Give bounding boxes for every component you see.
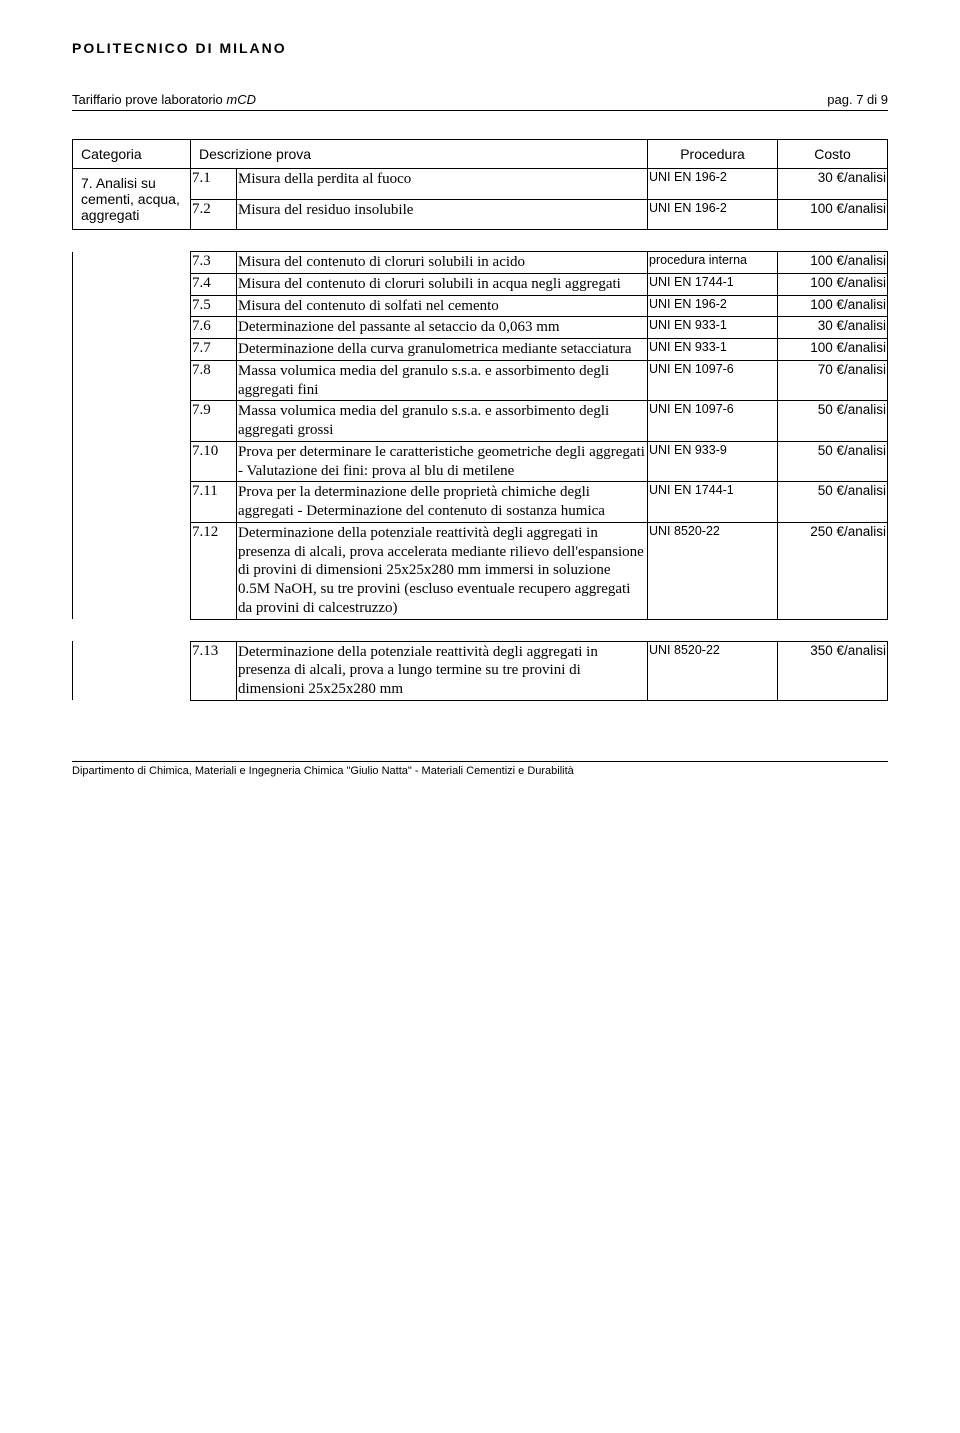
row-num: 7.13 (191, 641, 237, 700)
row-cost: 30 €/analisi (778, 169, 888, 200)
row-desc: Misura della perdita al fuoco (237, 169, 648, 200)
table-row: 7.7 Determinazione della curva granulome… (73, 339, 888, 361)
row-desc: Determinazione del passante al setaccio … (237, 317, 648, 339)
table-row: 7.10 Prova per determinare le caratteris… (73, 441, 888, 482)
row-desc: Misura del contenuto di cloruri solubili… (237, 273, 648, 295)
row-cost: 250 €/analisi (778, 522, 888, 619)
row-proc: UNI EN 196-2 (648, 295, 778, 317)
row-num: 7.1 (191, 169, 237, 200)
table-row: 7.2 Misura del residuo insolubile UNI EN… (73, 199, 888, 230)
table-row: 7.11 Prova per la determinazione delle p… (73, 482, 888, 523)
table-row: 7.5 Misura del contenuto di solfati nel … (73, 295, 888, 317)
table-row: 7.12 Determinazione della potenziale rea… (73, 522, 888, 619)
col-description: Descrizione prova (191, 140, 648, 169)
row-desc: Determinazione della potenziale reattivi… (237, 522, 648, 619)
row-num: 7.2 (191, 199, 237, 230)
row-num: 7.8 (191, 360, 237, 401)
row-proc: procedura interna (648, 252, 778, 274)
spacer-row (73, 230, 888, 252)
row-num: 7.9 (191, 401, 237, 442)
row-proc: UNI 8520-22 (648, 522, 778, 619)
row-cost: 30 €/analisi (778, 317, 888, 339)
row-desc: Massa volumica media del granulo s.s.a. … (237, 360, 648, 401)
row-cost: 100 €/analisi (778, 295, 888, 317)
row-cost: 350 €/analisi (778, 641, 888, 700)
row-proc: UNI EN 933-1 (648, 317, 778, 339)
row-num: 7.6 (191, 317, 237, 339)
row-cost: 100 €/analisi (778, 199, 888, 230)
page-header: Tariffario prove laboratorio mCD pag. 7 … (72, 92, 888, 111)
price-table: Categoria Descrizione prova Procedura Co… (72, 139, 888, 701)
row-desc: Prova per la determinazione delle propri… (237, 482, 648, 523)
row-cost: 50 €/analisi (778, 401, 888, 442)
row-num: 7.3 (191, 252, 237, 274)
row-proc: UNI EN 933-9 (648, 441, 778, 482)
category-cell: 7. Analisi su cementi, acqua, aggregati (73, 169, 191, 230)
category-cell-empty (73, 252, 191, 620)
row-cost: 100 €/analisi (778, 339, 888, 361)
spacer-row (73, 619, 888, 641)
col-cost: Costo (778, 140, 888, 169)
row-num: 7.11 (191, 482, 237, 523)
row-proc: UNI EN 196-2 (648, 199, 778, 230)
doc-title-prefix: Tariffario prove laboratorio (72, 92, 226, 107)
row-proc: UNI EN 1744-1 (648, 482, 778, 523)
row-proc: UNI EN 1097-6 (648, 360, 778, 401)
table-row: 7.3 Misura del contenuto di cloruri solu… (73, 252, 888, 274)
row-cost: 70 €/analisi (778, 360, 888, 401)
row-desc: Determinazione della curva granulometric… (237, 339, 648, 361)
row-desc: Massa volumica media del granulo s.s.a. … (237, 401, 648, 442)
row-desc: Misura del residuo insolubile (237, 199, 648, 230)
row-cost: 100 €/analisi (778, 273, 888, 295)
doc-title-ital: mCD (226, 92, 256, 107)
row-cost: 50 €/analisi (778, 441, 888, 482)
row-cost: 100 €/analisi (778, 252, 888, 274)
row-num: 7.12 (191, 522, 237, 619)
col-category: Categoria (73, 140, 191, 169)
table-row: 7.4 Misura del contenuto di cloruri solu… (73, 273, 888, 295)
row-cost: 50 €/analisi (778, 482, 888, 523)
category-label: Analisi su cementi, acqua, aggregati (81, 175, 180, 223)
row-proc: UNI EN 933-1 (648, 339, 778, 361)
row-desc: Misura del contenuto di solfati nel ceme… (237, 295, 648, 317)
table-row: 7.13 Determinazione della potenziale rea… (73, 641, 888, 700)
row-desc: Determinazione della potenziale reattivi… (237, 641, 648, 700)
page-footer: Dipartimento di Chimica, Materiali e Ing… (72, 761, 888, 777)
category-cell-empty (73, 641, 191, 700)
brand-title: POLITECNICO DI MILANO (72, 40, 888, 56)
row-desc: Misura del contenuto di cloruri solubili… (237, 252, 648, 274)
row-proc: UNI EN 1097-6 (648, 401, 778, 442)
row-num: 7.5 (191, 295, 237, 317)
row-proc: UNI 8520-22 (648, 641, 778, 700)
row-num: 7.4 (191, 273, 237, 295)
table-row: 7.6 Determinazione del passante al setac… (73, 317, 888, 339)
row-proc: UNI EN 1744-1 (648, 273, 778, 295)
row-desc: Prova per determinare le caratteristiche… (237, 441, 648, 482)
table-header-row: Categoria Descrizione prova Procedura Co… (73, 140, 888, 169)
category-num: 7. (81, 175, 93, 191)
row-num: 7.7 (191, 339, 237, 361)
table-row: 7.8 Massa volumica media del granulo s.s… (73, 360, 888, 401)
col-procedure: Procedura (648, 140, 778, 169)
table-row: 7.9 Massa volumica media del granulo s.s… (73, 401, 888, 442)
doc-title: Tariffario prove laboratorio mCD (72, 92, 256, 107)
row-proc: UNI EN 196-2 (648, 169, 778, 200)
row-num: 7.10 (191, 441, 237, 482)
page-number: pag. 7 di 9 (827, 92, 888, 107)
table-row: 7. Analisi su cementi, acqua, aggregati … (73, 169, 888, 200)
